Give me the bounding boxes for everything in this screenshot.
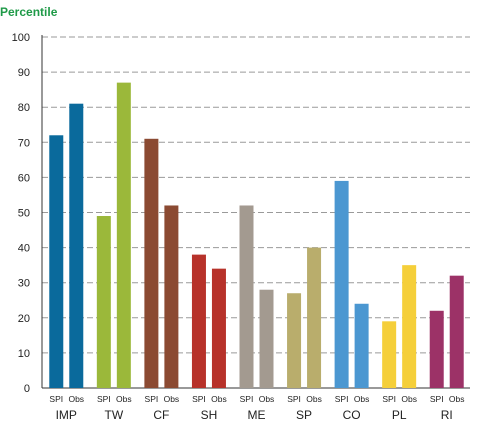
y-tick-label: 60: [18, 172, 30, 184]
y-tick-label: 80: [18, 102, 30, 114]
category-label: CF: [153, 408, 169, 422]
bar-me-spi: [239, 205, 254, 388]
bar-label: Obs: [259, 394, 275, 404]
bar-label: SPI: [335, 394, 349, 404]
category-label: TW: [105, 408, 124, 422]
y-tick-label: 0: [24, 383, 30, 395]
category-label: CO: [343, 408, 361, 422]
bar-label: SPI: [192, 394, 206, 404]
bar-label: Obs: [401, 394, 417, 404]
category-label: PL: [392, 408, 407, 422]
bar-pl-obs: [402, 265, 417, 388]
bar-label: SPI: [97, 394, 111, 404]
y-tick-label: 20: [18, 313, 30, 325]
bar-imp-spi: [49, 135, 64, 388]
y-tick-label: 10: [18, 348, 30, 360]
bar-cf-spi: [144, 138, 159, 388]
bar-sp-obs: [307, 247, 322, 388]
category-label: SP: [296, 408, 312, 422]
y-tick-label: 70: [18, 137, 30, 149]
category-label: IMP: [56, 408, 77, 422]
bar-ri-spi: [429, 310, 444, 388]
y-tick-label: 40: [18, 243, 30, 255]
bar-ri-obs: [449, 275, 464, 388]
bar-co-obs: [354, 303, 369, 388]
bar-label: Obs: [354, 394, 370, 404]
bar-sp-spi: [287, 293, 302, 388]
bar-label: SPI: [287, 394, 301, 404]
category-label: RI: [441, 408, 453, 422]
bar-pl-spi: [382, 321, 397, 388]
y-tick-label: 50: [18, 208, 30, 220]
bar-me-obs: [259, 289, 274, 388]
bar-label: SPI: [49, 394, 63, 404]
bar-cf-obs: [164, 205, 179, 388]
category-label: ME: [248, 408, 266, 422]
bar-label: Obs: [116, 394, 132, 404]
bar-tw-spi: [96, 216, 111, 388]
y-tick-label: 90: [18, 67, 30, 79]
y-tick-label: 30: [18, 278, 30, 290]
bar-imp-obs: [69, 103, 84, 388]
bar-label: Obs: [68, 394, 84, 404]
bar-sh-obs: [211, 268, 226, 388]
bar-sh-spi: [191, 254, 206, 388]
bar-co-spi: [334, 180, 349, 388]
bar-label: Obs: [211, 394, 227, 404]
bar-label: SPI: [240, 394, 254, 404]
bar-label: SPI: [430, 394, 444, 404]
bar-label: Obs: [449, 394, 465, 404]
bar-label: SPI: [145, 394, 159, 404]
category-label: SH: [201, 408, 218, 422]
bar-tw-obs: [116, 82, 131, 388]
y-tick-label: 100: [12, 32, 30, 44]
y-axis-title: Percentile: [0, 5, 58, 19]
bar-label: SPI: [382, 394, 396, 404]
bar-label: Obs: [306, 394, 322, 404]
bar-label: Obs: [164, 394, 180, 404]
